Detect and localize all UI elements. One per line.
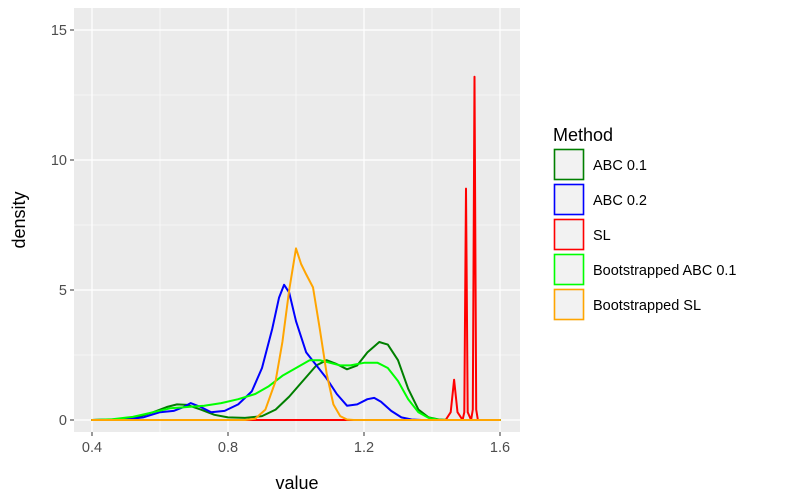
series-line-2 [91, 75, 501, 421]
legend-label-3: Bootstrapped ABC 0.1 [593, 263, 737, 279]
minor-grid [74, 8, 520, 432]
x-axis: 0.4 0.8 1.2 1.6 [82, 432, 510, 456]
legend: Method ABC 0.1 ABC 0.2 SL Bootstrapped ABC … [552, 125, 737, 322]
x-tick-label: 1.2 [354, 440, 374, 456]
legend-key-3 [552, 252, 586, 287]
y-tick-label: 0 [59, 413, 67, 429]
legend-swatch-0 [553, 148, 585, 181]
y-axis-title: density [9, 191, 29, 248]
legend-label-2: SL [593, 228, 611, 244]
legend-title: Method [553, 125, 613, 145]
legend-label-1: ABC 0.2 [593, 193, 647, 209]
legend-key-2 [552, 217, 586, 252]
legend-label-4: Bootstrapped SL [593, 298, 701, 314]
legend-swatch-4 [553, 288, 585, 321]
legend-swatch-3 [553, 253, 585, 286]
series-line-4 [91, 247, 501, 421]
series-line-0 [91, 341, 501, 421]
y-tick-label: 15 [51, 23, 67, 39]
x-tick-label: 0.8 [218, 440, 238, 456]
series-line-3 [91, 359, 501, 421]
x-tick-label: 0.4 [82, 440, 102, 456]
y-tick-label: 5 [59, 283, 67, 299]
legend-key-4 [552, 287, 586, 322]
legend-swatch-2 [553, 218, 585, 251]
y-axis: 0 5 10 15 [51, 23, 74, 429]
legend-key-1 [552, 182, 586, 217]
plot-panel [74, 8, 520, 432]
legend-swatch-1 [553, 183, 585, 216]
legend-key-0 [552, 147, 586, 182]
x-tick-label: 1.6 [490, 440, 510, 456]
legend-label-0: ABC 0.1 [593, 158, 647, 174]
y-tick-label: 10 [51, 153, 67, 169]
series-layer [91, 75, 501, 421]
x-axis-title: value [275, 473, 318, 493]
